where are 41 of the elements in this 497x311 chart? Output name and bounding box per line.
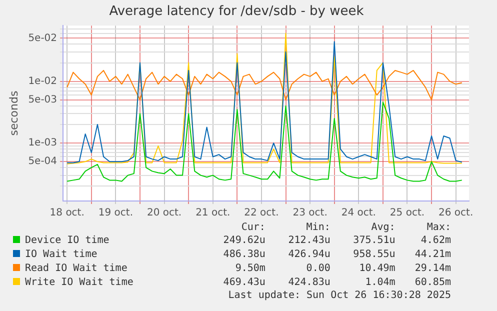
x-tick-label: 26 oct. [438,208,474,219]
y-tick-label: 1e-02 [28,76,58,87]
x-tick-label: 25 oct. [390,208,425,219]
text: 212.43u [287,234,330,248]
text: 249.62u [222,234,266,248]
y-tick-label: 5e-04 [28,156,58,168]
x-tick-label: 23 oct. [292,208,328,219]
text: 0.00 [305,262,330,276]
text: 486.38u [222,248,266,262]
legend-label: Write IO Wait time [25,277,134,288]
x-tick-label: 18 oct. [50,208,84,219]
text: 10.49m [358,262,396,276]
x-tick-label: 20 oct. [146,208,182,219]
x-tick-label: 21 oct. [196,208,230,219]
x-tick-label: 22 oct. [244,208,279,219]
text: 375.51u [352,234,396,248]
y-tick-label: 5e-02 [28,32,58,44]
x-tick-label: 19 oct. [98,208,133,219]
text: 958.55u [352,248,396,262]
x-tick-label: 24 oct. [341,208,376,219]
text: 424.83u [287,276,330,290]
legend-label: Read IO Wait time [25,263,128,274]
y-tick-label: 1e-03 [28,138,58,149]
y-tick-label: 5e-03 [28,94,58,106]
y-axis-title: seconds [7,90,20,136]
text: Last update: Sun Oct 26 16:30:28 2025 [227,290,451,302]
text: 1.04m [364,276,396,290]
text: 29.14m [414,262,451,276]
text: 4.62m [420,234,451,248]
text: 60.85m [414,276,451,290]
legend-label: IO Wait time [25,249,98,260]
text: 469.43u [222,276,266,290]
text: Max: [426,222,451,234]
text: Min: [305,222,330,234]
text: Cur: [240,222,266,234]
legend-label: Device IO time [25,235,110,246]
text: 44.21m [414,248,451,262]
chart-title: Average latency for /dev/sdb - by week [109,4,364,20]
text: Avg: [370,222,396,234]
text: 9.50m [234,262,266,276]
text: 426.94u [287,248,330,262]
